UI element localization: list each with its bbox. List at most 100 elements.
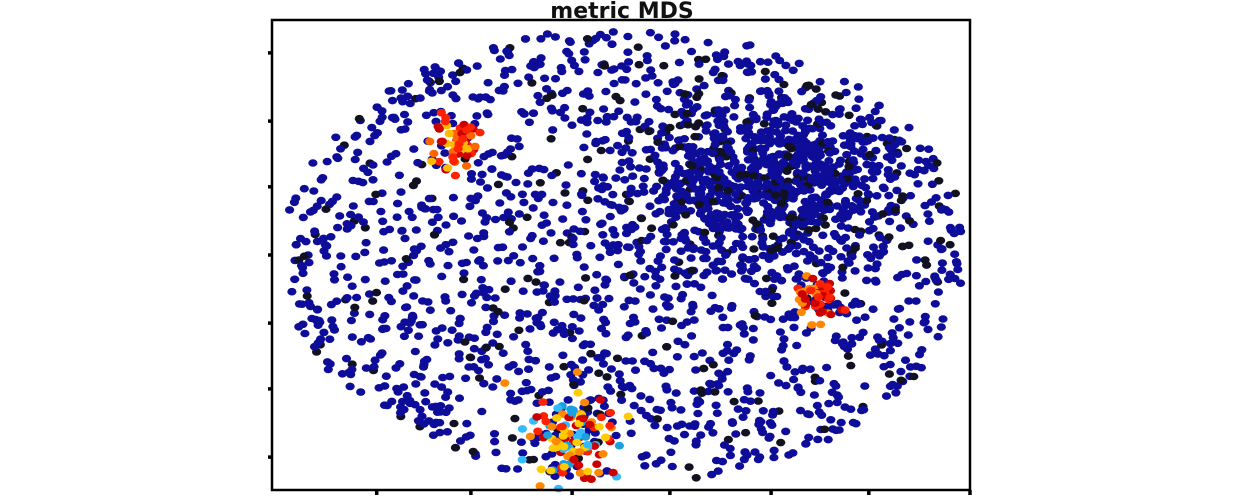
- background-point: [912, 256, 922, 264]
- background-point: [418, 363, 429, 371]
- background-point: [720, 48, 730, 56]
- background-point: [335, 212, 345, 220]
- background-point: [403, 79, 413, 88]
- background-point: [847, 252, 857, 261]
- background-point: [774, 379, 784, 387]
- background-point: [399, 332, 409, 341]
- background-point: [539, 281, 550, 290]
- background-point: [521, 340, 531, 349]
- background-point: [741, 407, 751, 415]
- background-point: [397, 86, 407, 94]
- background-point: [720, 266, 730, 275]
- background-point: [336, 262, 346, 271]
- background-point: [443, 388, 453, 396]
- background-point: [790, 313, 800, 322]
- background-point: [456, 217, 467, 225]
- background-point: [697, 389, 707, 398]
- cluster-1-point: [448, 153, 458, 161]
- background-point: [721, 251, 731, 259]
- background-point: [741, 205, 751, 214]
- background-point: [804, 124, 815, 133]
- background-point: [729, 397, 739, 406]
- background-point: [411, 276, 421, 284]
- background-point: [714, 305, 724, 313]
- background-point: [777, 199, 787, 207]
- background-point: [699, 254, 709, 263]
- background-point: [715, 190, 725, 199]
- background-point: [294, 323, 304, 331]
- background-point: [930, 300, 940, 308]
- background-point: [528, 254, 538, 263]
- background-point: [523, 365, 534, 374]
- background-point: [627, 357, 638, 365]
- background-point: [483, 78, 493, 87]
- background-point: [489, 46, 499, 55]
- background-point: [641, 329, 652, 337]
- background-point: [599, 62, 610, 70]
- background-point: [601, 318, 611, 327]
- background-point: [840, 289, 850, 297]
- background-point: [767, 421, 777, 430]
- background-point: [764, 91, 774, 100]
- background-point: [351, 252, 361, 261]
- cluster-3-point: [557, 469, 568, 477]
- background-point: [664, 105, 674, 114]
- background-point: [606, 387, 616, 395]
- background-point: [310, 227, 320, 235]
- background-point: [718, 134, 728, 142]
- background-point: [905, 191, 916, 200]
- background-point: [821, 118, 832, 127]
- background-point: [367, 123, 377, 132]
- background-point: [770, 70, 780, 79]
- background-point: [549, 318, 559, 327]
- background-point: [775, 328, 786, 336]
- background-point: [888, 333, 898, 342]
- background-point: [758, 243, 768, 251]
- background-point: [359, 164, 369, 173]
- background-point: [844, 111, 854, 120]
- background-point: [442, 428, 452, 436]
- background-point: [873, 350, 883, 358]
- background-point: [923, 210, 933, 218]
- background-point: [677, 187, 687, 196]
- background-point: [652, 102, 663, 110]
- background-point: [919, 166, 929, 175]
- background-point: [865, 113, 875, 122]
- background-point: [822, 363, 832, 372]
- background-point: [661, 189, 671, 197]
- background-point: [729, 113, 739, 121]
- background-point: [474, 374, 485, 382]
- background-point: [528, 455, 539, 464]
- background-point: [817, 411, 827, 420]
- cluster-3-point: [586, 475, 596, 484]
- background-point: [609, 65, 619, 73]
- background-point: [623, 331, 633, 340]
- background-point: [370, 356, 380, 365]
- background-point: [793, 383, 803, 392]
- background-point: [770, 191, 781, 199]
- background-point: [508, 361, 518, 369]
- background-point: [863, 251, 873, 259]
- background-point: [550, 74, 561, 83]
- background-point: [392, 213, 402, 221]
- background-point: [668, 221, 678, 229]
- background-point: [573, 283, 583, 292]
- background-point: [896, 376, 906, 385]
- background-point: [502, 148, 513, 156]
- background-point: [397, 226, 407, 235]
- background-point: [425, 306, 435, 315]
- background-point: [809, 210, 819, 219]
- background-point: [329, 270, 339, 278]
- background-point: [517, 190, 528, 199]
- background-point: [615, 96, 625, 105]
- background-point: [850, 122, 860, 130]
- background-point: [396, 126, 406, 134]
- background-point: [489, 430, 500, 438]
- background-point: [714, 168, 724, 176]
- background-point: [590, 286, 600, 295]
- background-point: [469, 344, 479, 353]
- background-point: [380, 277, 390, 286]
- background-point: [778, 341, 788, 350]
- cluster-3-point: [543, 431, 553, 439]
- background-point: [745, 352, 755, 360]
